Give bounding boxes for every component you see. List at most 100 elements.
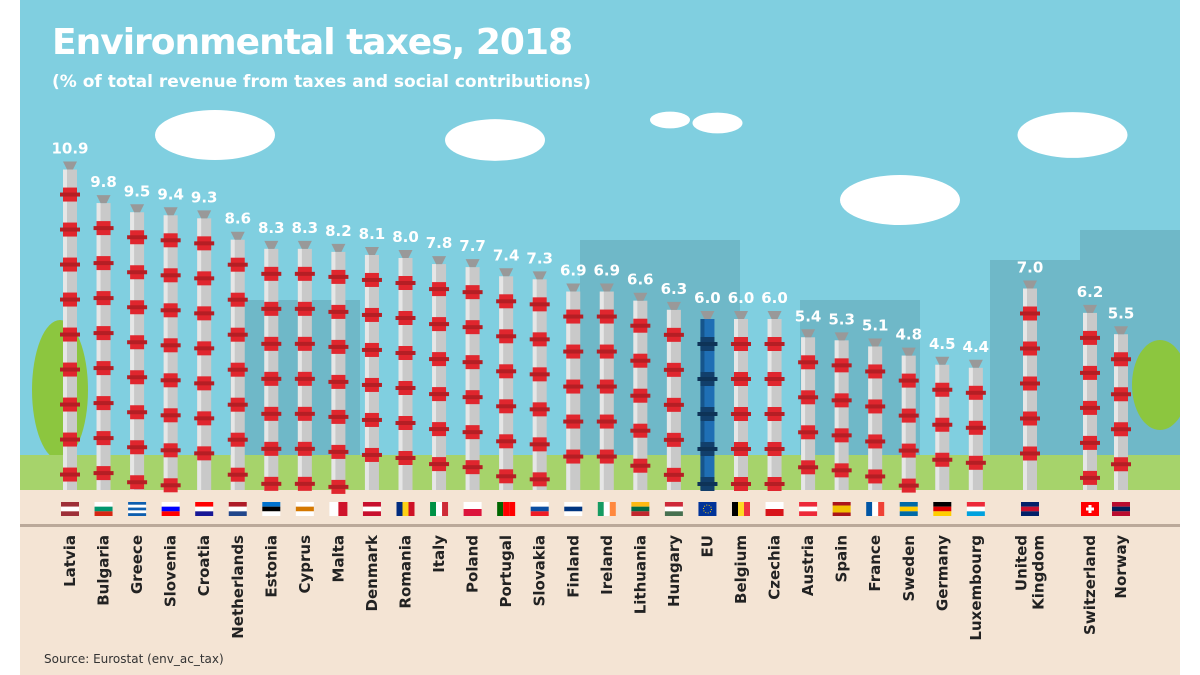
category-label: Italy: [430, 535, 448, 573]
bar-portugal: 7.4 Portugal: [493, 246, 520, 607]
bar-ring: [496, 334, 517, 339]
bar-ring: [328, 484, 349, 489]
category-label: Netherlands: [229, 535, 247, 639]
flag-stripe: [362, 511, 381, 516]
bar-ring: [227, 367, 248, 372]
flag-stripe: [1112, 502, 1130, 507]
bar-ring: [429, 287, 450, 292]
category-label: Cyprus: [296, 535, 314, 594]
bar-spain: 5.3 Spain: [828, 310, 855, 582]
value-label: 6.6: [627, 271, 654, 289]
bar-ring: [60, 262, 80, 267]
bar-ring: [932, 387, 953, 392]
bar-ring: [764, 342, 785, 346]
bar-ring: [294, 271, 315, 276]
bar-germany: 4.5 Germany: [929, 335, 956, 611]
bar-highlight: [801, 337, 806, 490]
cloud: [1017, 112, 1128, 158]
flag-stripe: [295, 506, 314, 512]
bar-belgium: 6.0 Belgium: [728, 289, 755, 604]
bar-ring: [60, 227, 80, 232]
bar-ring: [395, 316, 416, 320]
bar-ring: [261, 481, 282, 486]
bar-ring: [361, 277, 382, 282]
bar-ring: [932, 457, 953, 462]
bar-ring: [831, 398, 852, 403]
flag-estonia-icon: [262, 502, 281, 516]
bar-italy: 7.8 Italy: [426, 234, 453, 573]
bar-ring: [831, 433, 852, 438]
flag-stripe: [933, 506, 952, 512]
chimney-cap: [230, 231, 245, 240]
cross: [1086, 507, 1094, 511]
bar-ring: [1080, 440, 1100, 445]
bar-ring: [194, 276, 215, 281]
bar-highlight: [465, 267, 470, 490]
flag-slovakia-icon: [530, 502, 549, 516]
chimney-cap: [163, 207, 178, 216]
bar-ring: [697, 377, 718, 381]
flag-croatia-icon: [195, 502, 214, 516]
flag-latvia-icon: [61, 502, 79, 516]
chimney-cap: [566, 283, 581, 292]
flag-portugal-icon: [497, 502, 516, 516]
bar-ring: [127, 340, 148, 345]
flag-greece-icon: [128, 502, 147, 516]
bar-ring: [361, 382, 382, 387]
bar-ring: [93, 366, 114, 371]
value-label: 7.3: [526, 249, 553, 267]
bar-ring: [328, 309, 349, 314]
bar-ring: [261, 306, 282, 311]
chimney-cap: [901, 347, 916, 356]
flag-stripe: [1112, 506, 1130, 512]
bar-ring: [227, 332, 248, 337]
bar-eu: 6.0 EU: [694, 289, 721, 557]
bar-ring: [194, 241, 215, 246]
category-label: Sweden: [900, 535, 918, 601]
flag-denmark-icon: [362, 502, 381, 516]
bar-ring: [563, 384, 584, 389]
bar-ring: [462, 290, 483, 295]
bar-highlight: [432, 264, 437, 490]
category-label: Croatia: [195, 535, 213, 596]
flag-stripe: [228, 502, 247, 507]
value-label: 8.3: [258, 219, 285, 237]
bar-ring: [663, 437, 684, 442]
category-label: Estonia: [262, 535, 280, 598]
flag-stripe: [872, 502, 879, 516]
flag-lithuania-icon: [631, 502, 650, 516]
flag-stripe: [1021, 511, 1039, 516]
bar-ring: [60, 402, 80, 407]
flag-stripe: [799, 511, 818, 516]
bar-ring: [60, 297, 80, 302]
bar-ring: [563, 349, 584, 354]
flag-stripe: [866, 502, 873, 516]
bar-ring: [630, 323, 651, 328]
bar-ring: [93, 226, 114, 231]
bar-ring: [865, 404, 886, 409]
chimney-cap: [767, 311, 782, 319]
flag-stripe: [966, 506, 985, 512]
category-label: Bulgaria: [95, 535, 113, 606]
bar-ring: [127, 270, 148, 275]
flag-stripe: [509, 502, 516, 516]
bar-ring: [496, 369, 517, 374]
flag-stripe: [597, 502, 604, 516]
value-label: 6.0: [728, 289, 755, 307]
bar-ring: [663, 332, 684, 337]
flag-stripe: [832, 512, 851, 516]
bar-ring: [93, 261, 114, 266]
value-label: 9.5: [124, 182, 151, 200]
bar-ring: [697, 412, 718, 416]
flag-germany-icon: [933, 502, 952, 516]
value-label: 8.6: [224, 210, 251, 228]
flag-stripe: [295, 511, 314, 516]
bar-ring: [563, 314, 584, 319]
eu-stars: [702, 504, 712, 514]
chimney-cap: [297, 240, 312, 249]
flag-stripe: [161, 506, 180, 512]
category-label: Belgium: [732, 535, 750, 604]
category-label: Norway: [1112, 535, 1130, 599]
bar-highlight: [868, 346, 873, 490]
chart: 10.9 Latvia 9.8 Bulgaria 9.5 Greece 9.4 Sloveni…: [20, 110, 1180, 641]
